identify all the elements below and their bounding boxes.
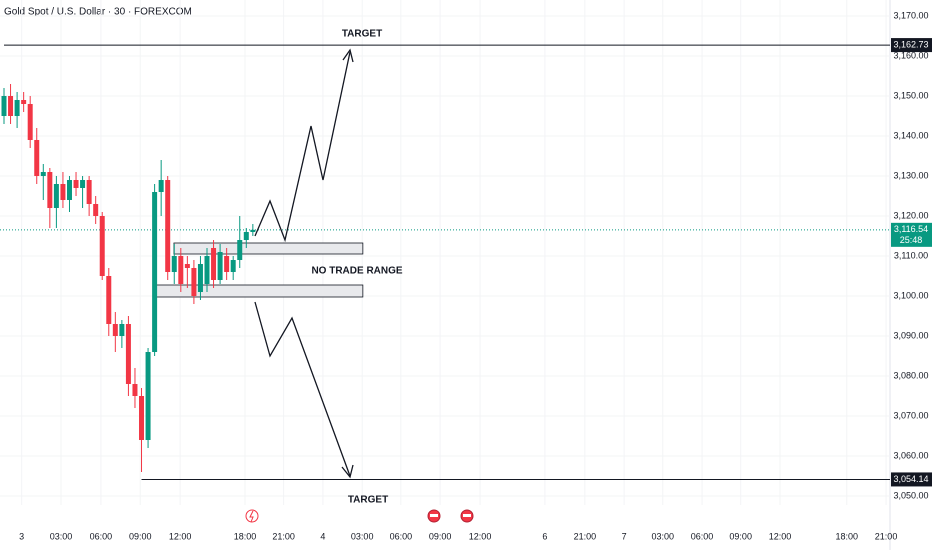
x-tick-label: 18:00 — [836, 531, 859, 541]
zone — [173, 242, 364, 255]
x-tick-label: 06:00 — [90, 531, 113, 541]
level-tag — [891, 38, 932, 53]
candle-body — [53, 184, 59, 208]
annotation: TARGET — [348, 495, 388, 506]
x-tick-label: 21:00 — [272, 531, 295, 541]
candle-body — [60, 184, 66, 200]
candle-body — [125, 324, 131, 384]
candle-body — [112, 324, 118, 336]
level-label: 3,054.14 — [893, 474, 928, 484]
annotation: NO TRADE RANGE — [311, 266, 402, 277]
candle-body — [224, 256, 230, 272]
candle-body — [86, 180, 92, 204]
arrow-head — [341, 464, 354, 479]
candle-body — [158, 180, 164, 192]
y-tick-label: 3,120.00 — [893, 210, 928, 220]
candle-body — [211, 248, 217, 280]
candle-body — [230, 260, 236, 272]
candle-body — [1, 96, 7, 116]
x-tick-label: 3 — [19, 531, 24, 541]
candle-body — [197, 264, 203, 292]
zone — [154, 284, 364, 298]
candle-body — [250, 229, 256, 232]
event-icon — [460, 509, 474, 523]
candle-body — [99, 216, 105, 276]
x-tick-label: 21:00 — [574, 531, 597, 541]
x-tick-label: 12:00 — [469, 531, 492, 541]
candle-body — [132, 384, 138, 396]
candle-body — [93, 204, 99, 216]
candle-body — [145, 352, 151, 440]
y-tick-label: 3,150.00 — [893, 90, 928, 100]
x-tick-label: 06:00 — [691, 531, 714, 541]
candle-body — [47, 172, 53, 208]
event-icon — [427, 509, 441, 523]
y-tick-label: 3,050.00 — [893, 490, 928, 500]
x-tick-label: 09:00 — [729, 531, 752, 541]
candle-body — [152, 192, 158, 352]
level-tag — [891, 472, 932, 487]
candle-body — [73, 180, 79, 188]
candle-body — [184, 264, 190, 268]
candle-body — [204, 256, 210, 284]
y-tick-label: 3,080.00 — [893, 370, 928, 380]
y-tick-label: 3,100.00 — [893, 290, 928, 300]
y-tick-label: 3,110.00 — [894, 250, 928, 260]
y-tick-label: 3,140.00 — [893, 130, 928, 140]
last-price-tag — [891, 222, 932, 247]
y-tick-label: 3,130.00 — [893, 170, 928, 180]
candle-body — [165, 180, 171, 272]
level-label: 3,162.73 — [893, 39, 928, 49]
y-tick-label: 3,060.00 — [893, 450, 928, 460]
y-tick-label: 3,170.00 — [893, 10, 928, 20]
candle-body — [243, 232, 249, 240]
x-tick-label: 09:00 — [429, 531, 452, 541]
candle-body — [14, 100, 20, 116]
x-tick-label: 03:00 — [351, 531, 374, 541]
candle-body — [40, 172, 46, 176]
candle-body — [27, 104, 33, 140]
x-tick-label: 06:00 — [390, 531, 413, 541]
arrow-head — [342, 48, 354, 63]
candle-body — [191, 268, 197, 296]
candle-body — [119, 324, 125, 336]
x-tick-label: 4 — [320, 531, 325, 541]
candle-body — [66, 180, 72, 200]
candle-body — [139, 396, 145, 440]
x-tick-label: 09:00 — [129, 531, 152, 541]
candle-body — [8, 96, 14, 116]
x-tick-label: 03:00 — [50, 531, 73, 541]
event-icon — [245, 509, 259, 523]
candle-body — [217, 252, 223, 280]
candle-body — [34, 140, 40, 176]
countdown-label: 25:48 — [900, 235, 923, 245]
candle-body — [80, 180, 86, 188]
candle-body — [237, 240, 243, 260]
chart-title: Gold Spot / U.S. Dollar · 30 · FOREXCOM — [4, 7, 192, 18]
annotation: TARGET — [342, 29, 382, 40]
y-tick-label: 3,070.00 — [893, 410, 928, 420]
last-price-label: 3,116.54 — [894, 224, 928, 234]
y-tick-label: 3,090.00 — [893, 330, 928, 340]
bull-path — [254, 51, 351, 243]
y-tick-label: 3,160.00 — [893, 50, 928, 60]
x-tick-label: 21:00 — [875, 531, 898, 541]
x-tick-label: 12:00 — [169, 531, 192, 541]
x-tick-label: 7 — [622, 531, 627, 541]
candle-body — [171, 256, 177, 272]
x-tick-label: 18:00 — [234, 531, 257, 541]
x-tick-label: 03:00 — [652, 531, 675, 541]
candle-body — [178, 256, 184, 284]
x-tick-label: 12:00 — [769, 531, 792, 541]
candle-body — [21, 100, 27, 104]
bear-path — [254, 301, 351, 477]
x-tick-label: 6 — [542, 531, 547, 541]
candle-body — [106, 276, 112, 324]
